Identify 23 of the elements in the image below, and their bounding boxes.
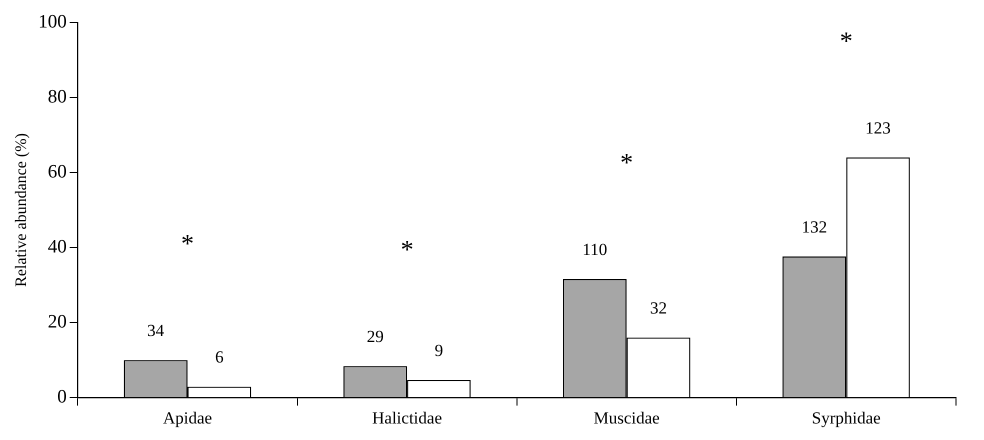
y-tick-label: 20 [48, 312, 67, 333]
annotation: 123 [865, 118, 891, 138]
annotation: 132 [802, 217, 828, 236]
y-tick-label: 60 [48, 161, 67, 182]
annotation: * [620, 148, 634, 177]
y-axis-title: Relative abundance (%) [12, 133, 30, 287]
annotation: * [400, 234, 414, 264]
x-tick-label: Halictidae [372, 408, 442, 428]
annotation: 29 [366, 327, 384, 346]
annotation: 32 [650, 298, 667, 318]
annotation: * [840, 26, 853, 56]
y-tick-label: 40 [48, 236, 67, 258]
x-tick-label: Muscidae [594, 408, 660, 428]
annotation: 6 [215, 348, 224, 367]
y-tick-label: 100 [38, 11, 67, 32]
annotation: 9 [434, 340, 444, 360]
x-tick-label: Apidae [162, 408, 212, 428]
annotation: 34 [147, 321, 165, 340]
y-tick-label: 80 [48, 86, 67, 108]
y-tick-label: 0 [57, 386, 67, 408]
x-tick-label: Syrphidae [812, 408, 881, 428]
annotation: 110 [582, 240, 608, 260]
annotation: * [180, 228, 194, 258]
